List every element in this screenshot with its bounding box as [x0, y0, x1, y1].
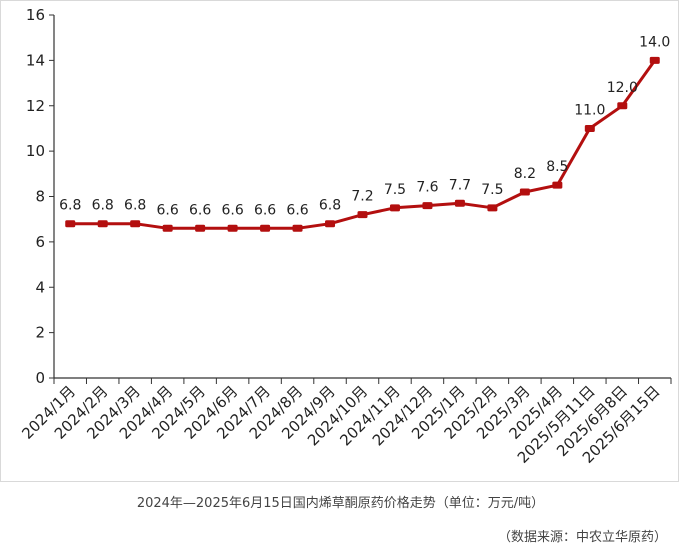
data-point: [649, 56, 660, 64]
chart-caption: 2024年—2025年6月15日国内烯草酮原药价格走势（单位：万元/吨）: [136, 496, 545, 511]
data-label: 6.6: [221, 202, 243, 218]
data-label: 7.7: [449, 177, 471, 193]
data-label: 7.2: [351, 189, 373, 205]
data-point: [487, 204, 498, 212]
drop-lines: [69, 60, 656, 378]
data-label: 7.5: [481, 182, 503, 198]
data-point: [292, 224, 303, 232]
data-label: 6.6: [286, 202, 308, 218]
data-labels: 6.8 6.8 6.8 6.6 6.6 6.6 6.6 6.6 6.8 7.2 7.5 7.6 7.7 7…: [59, 34, 670, 218]
data-point: [454, 199, 465, 207]
data-point: [617, 102, 628, 110]
y-axis-ticks: 0 2 4 6 8 10 12 14 16: [26, 6, 54, 387]
data-label: 11.0: [574, 102, 605, 118]
y-tick-label: 0: [35, 369, 45, 387]
data-label: 8.2: [514, 166, 536, 182]
price-trend-chart: 0 2 4 6 8 10 12 14 16 2024/1月2024/2月2024/3月2024/…: [18, 6, 672, 467]
data-point: [227, 224, 238, 232]
y-tick-label: 12: [26, 97, 45, 115]
data-label: 14.0: [639, 34, 670, 50]
data-point: [584, 124, 595, 132]
data-point: [195, 224, 206, 232]
data-point: [389, 204, 400, 212]
data-point: [422, 202, 433, 210]
data-label: 6.8: [92, 198, 114, 214]
data-point: [260, 224, 271, 232]
x-axis-ticks: 2024/1月2024/2月2024/3月2024/4月2024/5月2024/…: [18, 378, 672, 467]
y-tick-label: 8: [35, 188, 45, 206]
data-point: [130, 220, 141, 228]
data-point: [357, 211, 368, 219]
data-point: [325, 220, 336, 228]
data-label: 6.8: [319, 198, 341, 214]
chart-frame: 0 2 4 6 8 10 12 14 16 2024/1月 2024/2月 2024/3月 2024/…: [0, 0, 679, 482]
data-label: 6.8: [124, 198, 146, 214]
data-point: [162, 224, 173, 232]
data-label: 7.6: [416, 180, 438, 196]
data-source-note: （数据来源：中农立华原药）: [497, 530, 667, 545]
data-label: 8.5: [546, 159, 568, 175]
data-point: [519, 188, 530, 196]
data-point: [65, 220, 76, 228]
y-tick-label: 14: [26, 51, 45, 69]
y-tick-label: 2: [35, 324, 45, 342]
y-tick-label: 16: [26, 6, 45, 24]
data-label: 6.6: [157, 202, 179, 218]
data-label: 6.6: [254, 202, 276, 218]
data-label: 12.0: [607, 80, 638, 96]
y-tick-label: 10: [26, 142, 45, 160]
y-tick-label: 4: [35, 278, 45, 296]
data-markers: [65, 56, 660, 232]
y-tick-label: 6: [35, 233, 45, 251]
data-label: 6.6: [189, 202, 211, 218]
data-point: [552, 181, 563, 189]
data-point: [97, 220, 108, 228]
data-label: 7.5: [384, 182, 406, 198]
data-label: 6.8: [59, 198, 81, 214]
